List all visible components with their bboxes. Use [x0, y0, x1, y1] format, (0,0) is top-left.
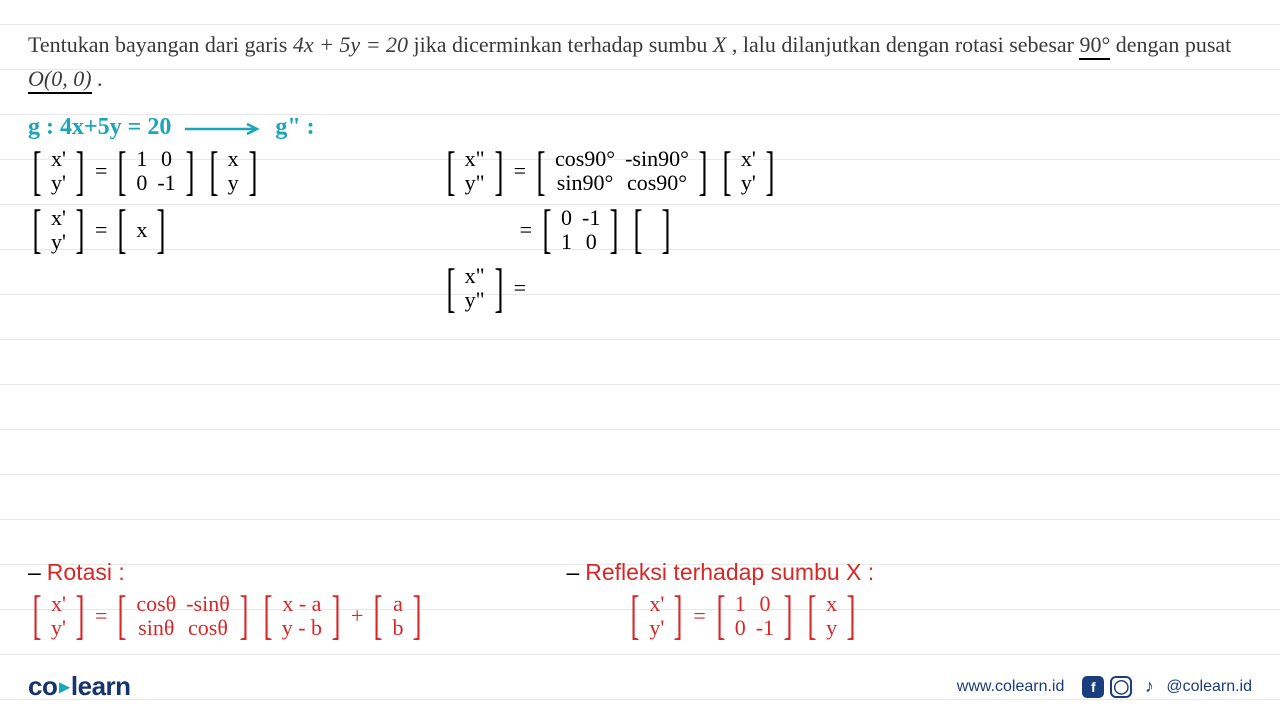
colearn-logo: co▸learn: [28, 671, 131, 702]
rotasi-formula: [ x'y' ] = [ cosθsinθ -sinθcosθ ] [ x - …: [28, 592, 426, 640]
refleksi-formula: [ x'y' ] = [ 10 0-1 ] [ xy ]: [626, 592, 874, 640]
work-left-column: [ x'y' ] = [ 10 0-1 ] [ xy ]: [28, 147, 262, 312]
q-center: O(0, 0): [28, 66, 92, 94]
q-part2: jika dicerminkan terhadap sumbu: [414, 32, 713, 57]
social-icons: f ◯ ♪ @colearn.id: [1082, 676, 1252, 698]
equals: =: [514, 275, 526, 301]
arrow-icon: [183, 122, 263, 136]
formula-reference: –Rotasi : [ x'y' ] = [ cosθsinθ -sinθcos…: [28, 559, 1252, 640]
question-text: Tentukan bayangan dari garis 4x + 5y = 2…: [28, 28, 1252, 96]
g-double-prime-label: g" :: [275, 114, 314, 140]
right-row1-matrix: [ cos90°sin90° -sin90°cos90° ]: [532, 147, 712, 195]
q-part4: dengan pusat: [1116, 32, 1231, 57]
refleksi-block: –Refleksi terhadap sumbu X : [ x'y' ] = …: [566, 559, 874, 640]
g-label: g :: [28, 114, 54, 140]
g-equation: 4x+5y = 20: [60, 114, 171, 140]
instagram-icon[interactable]: ◯: [1110, 676, 1132, 698]
left-row1-rhs: [ xy ]: [205, 147, 262, 195]
right-row3: [ x"y" ] =: [442, 264, 779, 312]
facebook-icon[interactable]: f: [1082, 676, 1104, 698]
work-right-column: [ x"y" ] = [ cos90°sin90° -sin90°cos90° …: [442, 147, 779, 312]
social-handle[interactable]: @colearn.id: [1166, 678, 1252, 696]
refleksi-title: –Refleksi terhadap sumbu X :: [566, 559, 874, 586]
equals: =: [520, 217, 532, 243]
content-area: Tentukan bayangan dari garis 4x + 5y = 2…: [0, 0, 1280, 312]
right-row2-rhs: [ ]: [629, 208, 675, 251]
equals: =: [95, 217, 107, 243]
footer-url[interactable]: www.colearn.id: [957, 678, 1065, 696]
right-row1-rhs: [ x'y' ]: [718, 147, 779, 195]
rotasi-title: –Rotasi :: [28, 559, 426, 586]
equals: =: [95, 158, 107, 184]
left-row2: [ x'y' ] = [ x ]: [28, 206, 262, 254]
tiktok-icon[interactable]: ♪: [1138, 676, 1160, 698]
right-row1: [ x"y" ] = [ cos90°sin90° -sin90°cos90° …: [442, 147, 779, 195]
left-row2-lhs: [ x'y' ]: [28, 206, 89, 254]
left-row2-rhs: [ x ]: [113, 208, 170, 251]
rotasi-block: –Rotasi : [ x'y' ] = [ cosθsinθ -sinθcos…: [28, 559, 426, 640]
q-angle: 90°: [1079, 32, 1110, 60]
footer-right: www.colearn.id f ◯ ♪ @colearn.id: [957, 676, 1252, 698]
equals: =: [514, 158, 526, 184]
worked-solution: [ x'y' ] = [ 10 0-1 ] [ xy ]: [28, 147, 1252, 312]
q-part3: , lalu dilanjutkan dengan rotasi sebesar: [732, 32, 1080, 57]
right-row2: = [ 01 -10 ] [ ]: [520, 206, 779, 254]
left-row1: [ x'y' ] = [ 10 0-1 ] [ xy ]: [28, 147, 262, 195]
right-row1-lhs: [ x"y" ]: [442, 147, 508, 195]
footer: co▸learn www.colearn.id f ◯ ♪ @colearn.i…: [28, 671, 1252, 702]
right-row3-lhs: [ x"y" ]: [442, 264, 508, 312]
q-axis: X: [713, 32, 726, 57]
q-equation: 4x + 5y = 20: [293, 32, 408, 57]
q-part1: Tentukan bayangan dari garis: [28, 32, 293, 57]
left-row1-lhs: [ x'y' ]: [28, 147, 89, 195]
right-row2-matrix: [ 01 -10 ]: [538, 206, 623, 254]
left-row1-matrix: [ 10 0-1 ]: [113, 147, 198, 195]
q-period: .: [97, 66, 103, 91]
handwriting-teal-line: g : 4x+5y = 20 g" :: [28, 114, 1252, 141]
